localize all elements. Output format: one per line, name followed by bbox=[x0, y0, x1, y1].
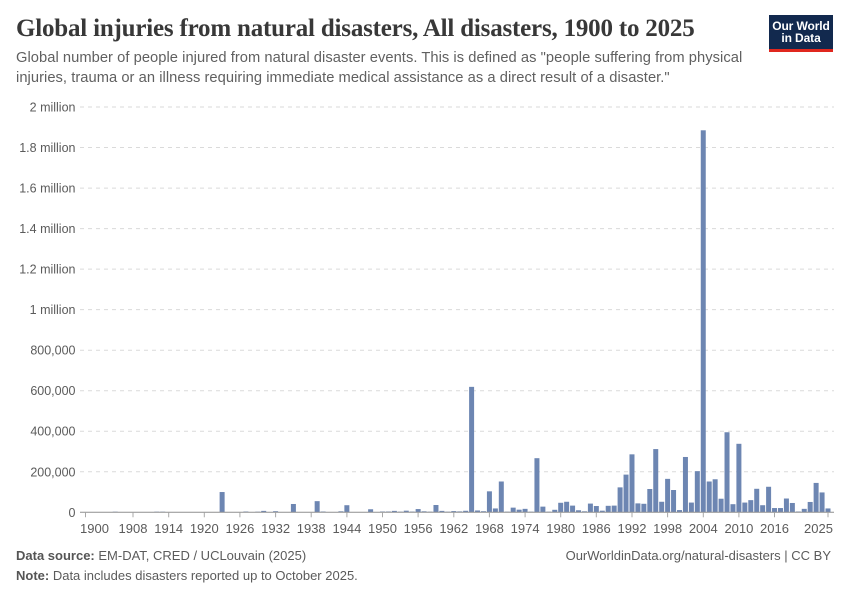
svg-text:2016: 2016 bbox=[760, 521, 789, 536]
svg-text:1986: 1986 bbox=[582, 521, 611, 536]
svg-text:400,000: 400,000 bbox=[30, 425, 75, 439]
svg-text:1944: 1944 bbox=[332, 521, 361, 536]
svg-text:1950: 1950 bbox=[368, 521, 397, 536]
svg-text:1 million: 1 million bbox=[30, 303, 76, 317]
svg-text:1932: 1932 bbox=[261, 521, 290, 536]
svg-text:1900: 1900 bbox=[80, 521, 109, 536]
svg-text:1.8 million: 1.8 million bbox=[19, 141, 75, 155]
svg-text:1914: 1914 bbox=[154, 521, 183, 536]
svg-text:1926: 1926 bbox=[225, 521, 254, 536]
svg-text:2 million: 2 million bbox=[30, 101, 76, 115]
svg-text:1962: 1962 bbox=[439, 521, 468, 536]
svg-text:800,000: 800,000 bbox=[30, 344, 75, 358]
svg-text:200,000: 200,000 bbox=[30, 465, 75, 479]
svg-text:2004: 2004 bbox=[689, 521, 718, 536]
svg-text:2025: 2025 bbox=[804, 521, 833, 536]
svg-text:1998: 1998 bbox=[653, 521, 682, 536]
svg-text:1956: 1956 bbox=[404, 521, 433, 536]
svg-text:1980: 1980 bbox=[546, 521, 575, 536]
svg-text:1968: 1968 bbox=[475, 521, 504, 536]
svg-text:0: 0 bbox=[69, 506, 76, 520]
svg-text:1908: 1908 bbox=[119, 521, 148, 536]
svg-text:1.2 million: 1.2 million bbox=[19, 263, 75, 277]
svg-text:1920: 1920 bbox=[190, 521, 219, 536]
svg-text:1992: 1992 bbox=[618, 521, 647, 536]
svg-text:1.6 million: 1.6 million bbox=[19, 182, 75, 196]
svg-text:1938: 1938 bbox=[297, 521, 326, 536]
svg-text:600,000: 600,000 bbox=[30, 384, 75, 398]
svg-text:2010: 2010 bbox=[724, 521, 753, 536]
svg-text:1974: 1974 bbox=[511, 521, 540, 536]
svg-text:1.4 million: 1.4 million bbox=[19, 222, 75, 236]
